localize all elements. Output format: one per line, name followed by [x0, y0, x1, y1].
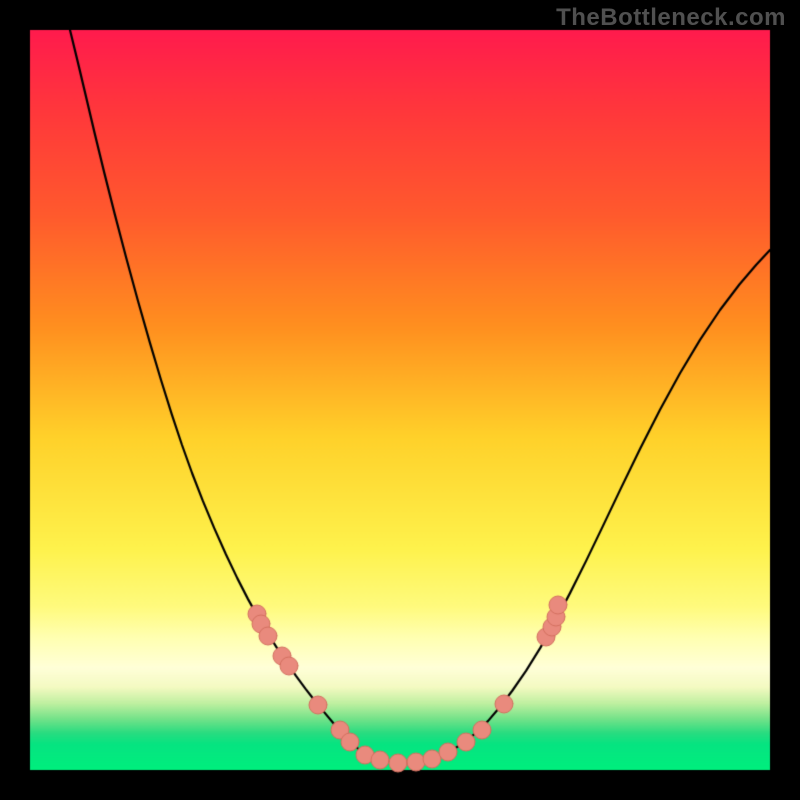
bottleneck-chart — [0, 0, 800, 800]
